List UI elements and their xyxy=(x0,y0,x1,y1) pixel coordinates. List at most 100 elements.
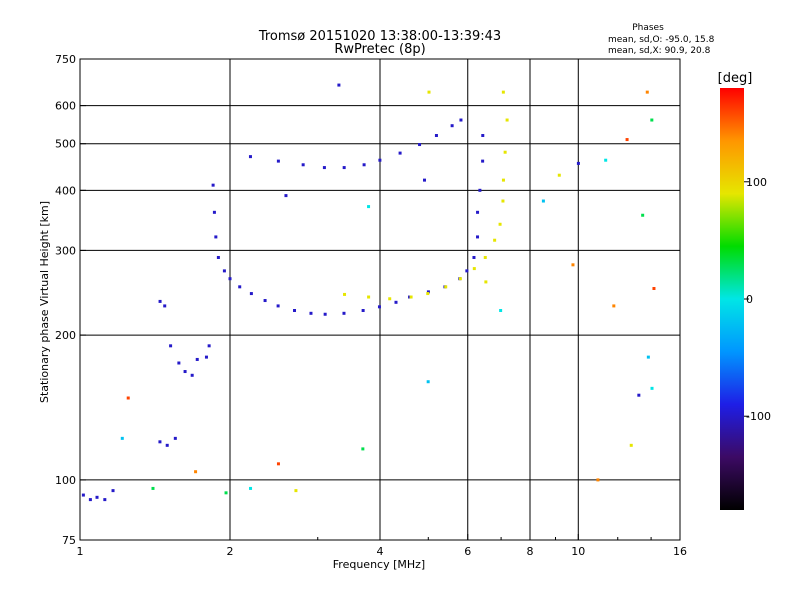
data-point xyxy=(337,83,341,87)
x-tick-label: 10 xyxy=(571,545,585,558)
data-point xyxy=(604,158,608,162)
data-point xyxy=(459,118,463,122)
data-point xyxy=(323,312,327,316)
stats-header: Phases xyxy=(632,23,664,33)
stats-x-mode: mean, sd,X: 90.9, 20.8 xyxy=(608,46,711,56)
data-point xyxy=(367,295,371,299)
data-point xyxy=(248,155,252,159)
data-point xyxy=(476,210,480,214)
data-point xyxy=(426,290,430,294)
data-point xyxy=(481,134,485,138)
data-point xyxy=(309,311,313,315)
x-tick-label: 8 xyxy=(527,545,534,558)
data-point xyxy=(426,292,430,296)
data-point xyxy=(126,396,130,400)
data-point xyxy=(483,255,487,259)
data-point xyxy=(284,194,288,198)
data-point xyxy=(637,393,641,397)
data-point xyxy=(498,222,502,226)
colorbar-tick-label: -100 xyxy=(746,410,771,423)
colorbar-tick-label: 100 xyxy=(746,176,767,189)
data-point xyxy=(398,151,402,155)
data-point xyxy=(249,486,253,490)
data-point xyxy=(362,163,366,167)
data-point xyxy=(408,295,412,299)
data-point xyxy=(342,311,346,315)
data-point xyxy=(458,277,462,281)
data-point xyxy=(645,90,649,94)
data-point xyxy=(301,163,305,167)
data-point xyxy=(505,118,509,122)
data-point xyxy=(343,292,347,296)
data-point xyxy=(501,178,505,182)
data-point xyxy=(120,436,124,440)
data-point xyxy=(557,173,561,177)
data-point xyxy=(158,299,162,303)
data-point xyxy=(263,299,267,303)
data-point xyxy=(216,255,220,259)
data-point xyxy=(111,489,115,493)
data-point xyxy=(503,150,507,154)
data-point xyxy=(646,355,650,359)
y-axis-label: Stationary phase Virtual Height [km] xyxy=(38,201,51,403)
data-point xyxy=(322,166,326,170)
data-point xyxy=(276,462,280,466)
data-point xyxy=(207,344,211,348)
data-point xyxy=(194,470,198,474)
series-group xyxy=(211,134,485,316)
series-group xyxy=(343,90,509,301)
data-point xyxy=(641,213,645,217)
data-point xyxy=(294,489,298,493)
data-point xyxy=(378,158,382,162)
data-point xyxy=(190,373,194,377)
data-point xyxy=(652,286,656,290)
data-point xyxy=(409,295,413,299)
data-point xyxy=(481,159,485,163)
y-tick-label: 600 xyxy=(55,100,76,113)
data-point xyxy=(367,205,371,209)
y-tick-label: 200 xyxy=(55,329,76,342)
data-point xyxy=(165,443,169,447)
colorbar xyxy=(720,88,744,510)
data-point xyxy=(211,183,215,187)
data-point xyxy=(612,304,616,308)
data-point xyxy=(163,304,167,308)
data-point xyxy=(484,280,488,284)
data-point xyxy=(465,269,469,273)
data-point xyxy=(81,493,85,497)
series-group xyxy=(120,83,656,495)
data-point xyxy=(499,309,503,313)
x-axis-label: Frequency [MHz] xyxy=(333,558,425,571)
data-point xyxy=(450,124,454,128)
data-point xyxy=(88,498,92,502)
data-point xyxy=(434,134,438,138)
x-tick-label: 6 xyxy=(464,545,471,558)
series-group xyxy=(81,299,211,502)
data-point xyxy=(650,118,654,122)
data-point xyxy=(169,344,173,348)
data-point xyxy=(476,235,480,239)
data-point xyxy=(103,498,107,502)
chart-subtitle: RwPretec (8p) xyxy=(334,42,425,57)
data-point xyxy=(249,292,253,296)
x-tick-label: 16 xyxy=(673,545,687,558)
data-point xyxy=(388,297,392,301)
data-point xyxy=(571,263,575,267)
data-point xyxy=(541,199,545,203)
data-point xyxy=(423,178,427,182)
data-point xyxy=(394,300,398,304)
data-point xyxy=(224,491,228,495)
data-point xyxy=(650,386,654,390)
data-point xyxy=(444,285,448,289)
data-point xyxy=(95,495,99,499)
data-point xyxy=(472,255,476,259)
data-point xyxy=(625,138,629,142)
data-point xyxy=(472,267,476,271)
data-point xyxy=(276,159,280,163)
chart-title: Tromsø 20151020 13:38:00-13:39:43 xyxy=(258,29,501,44)
data-point xyxy=(151,486,155,490)
data-point xyxy=(361,309,365,313)
data-point xyxy=(427,90,431,94)
